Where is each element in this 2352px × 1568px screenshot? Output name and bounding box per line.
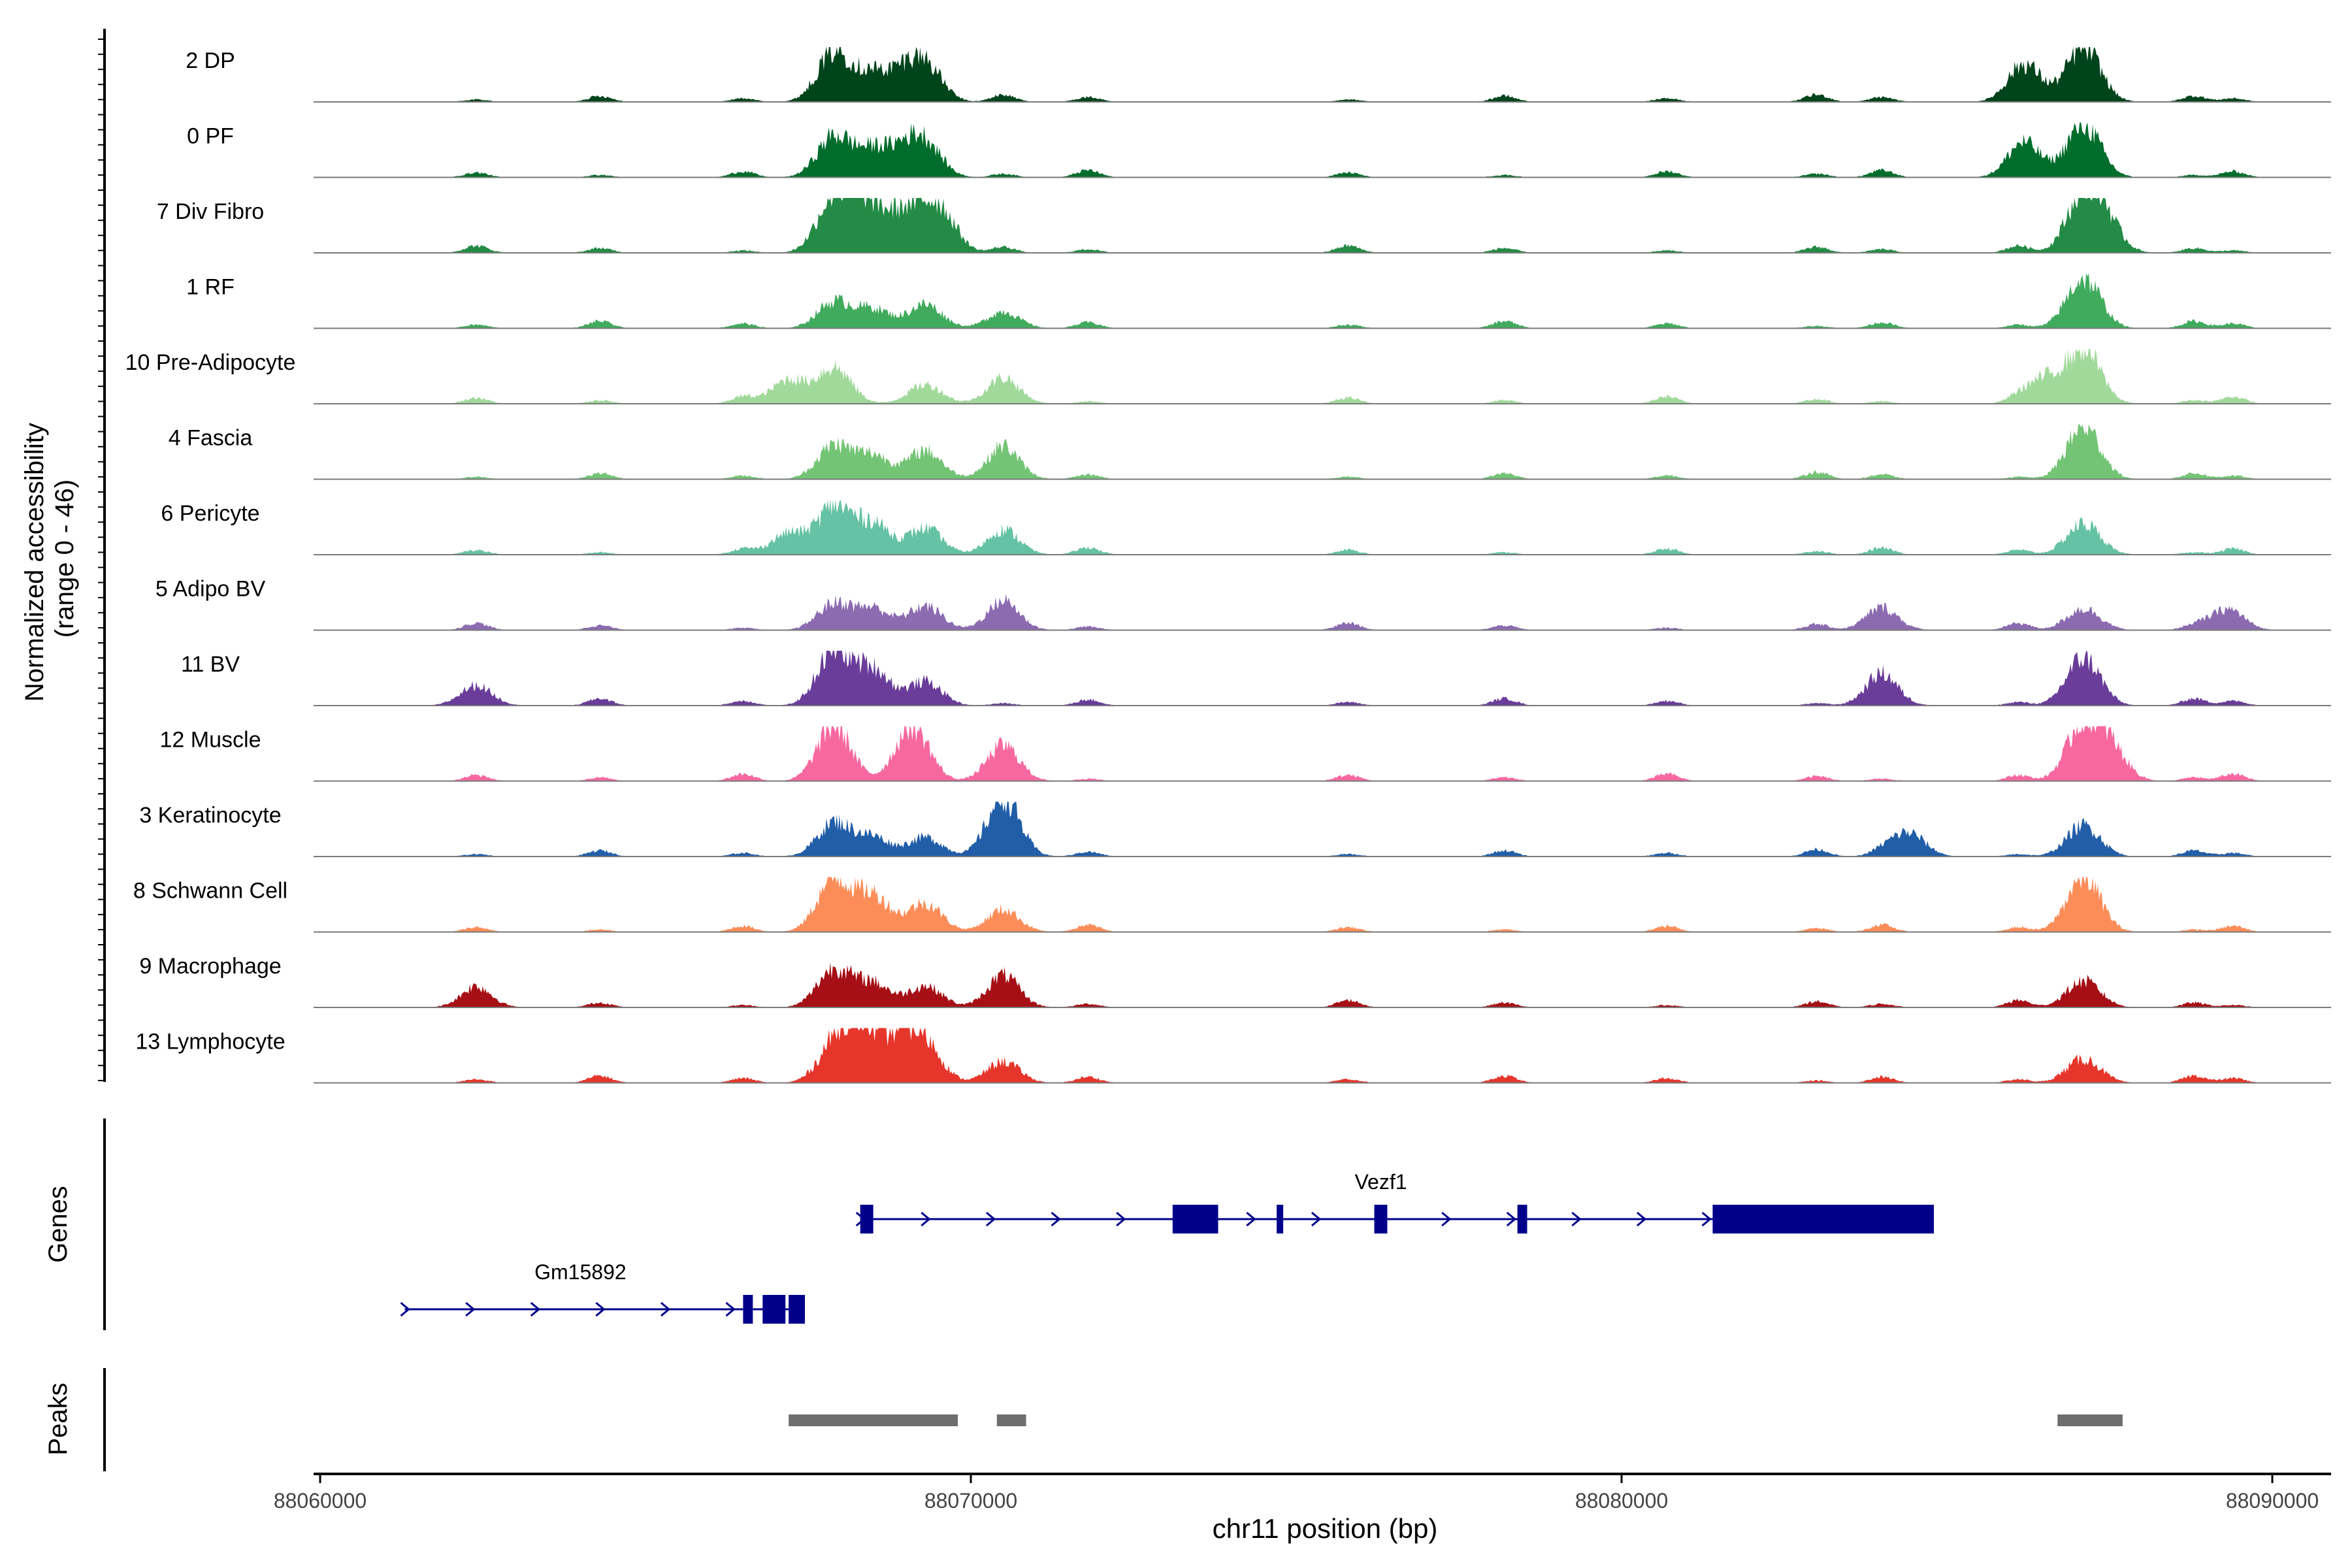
x-tick-label: 88090000	[2226, 1489, 2319, 1512]
y-axis-title: Normalized accessibility (range 0 - 46)	[20, 416, 79, 702]
gene-exon	[1277, 1205, 1284, 1233]
gene-gm15892: Gm15892	[400, 1260, 805, 1324]
strand-arrow	[530, 1301, 541, 1317]
strand-arrow	[595, 1301, 606, 1317]
strand-arrow	[1506, 1211, 1517, 1227]
track-3-keratinocyte: 3 Keratinocyte	[139, 802, 2331, 857]
strand-arrow	[1701, 1211, 1712, 1227]
coverage-axis	[98, 29, 106, 1082]
gene-exon	[1172, 1205, 1218, 1233]
track-8-schwann-cell: 8 Schwann Cell	[133, 877, 2331, 933]
peak-region	[2057, 1414, 2123, 1426]
strand-arrow	[921, 1211, 931, 1227]
track-label: 3 Keratinocyte	[139, 803, 281, 828]
peaks-panel: Peaks	[44, 1368, 2123, 1471]
coverage-area	[320, 47, 2272, 102]
track-12-muscle: 12 Muscle	[160, 726, 2331, 782]
coverage-area	[320, 198, 2272, 253]
track-label: 11 BV	[181, 652, 240, 677]
gene-exon	[1374, 1205, 1388, 1233]
track-7-div-fibro: 7 Div Fibro	[157, 198, 2331, 253]
coverage-area	[320, 802, 2272, 857]
track-9-macrophage: 9 Macrophage	[139, 954, 2331, 1008]
coverage-area	[320, 424, 2272, 480]
strand-arrow	[1571, 1211, 1582, 1227]
track-6-pericyte: 6 Pericyte	[161, 500, 2331, 555]
track-label: 4 Fascia	[169, 426, 253, 451]
strand-arrow	[660, 1301, 671, 1317]
track-13-lymphocyte: 13 Lymphocyte	[135, 1028, 2331, 1084]
peak-region	[789, 1414, 958, 1426]
gene-exon	[1712, 1205, 1934, 1233]
genes-axis-title: Genes	[44, 1186, 73, 1263]
strand-arrow	[1441, 1211, 1452, 1227]
gene-vezf1: Vezf1	[855, 1170, 1935, 1233]
gene-exon	[860, 1205, 874, 1233]
x-tick-label: 88060000	[274, 1489, 367, 1512]
strand-arrow	[1051, 1211, 1061, 1227]
track-10-pre-adipocyte: 10 Pre-Adipocyte	[125, 349, 2331, 404]
track-label: 0 PF	[187, 124, 234, 149]
genes-panel: Genes Vezf1 Gm15892	[44, 1119, 1935, 1330]
gene-exon	[762, 1295, 786, 1324]
track-4-fascia: 4 Fascia	[169, 424, 2331, 480]
strand-arrow	[1311, 1211, 1322, 1227]
coverage-area	[320, 594, 2272, 630]
coverage-area	[320, 877, 2272, 932]
track-label: 10 Pre-Adipocyte	[125, 350, 296, 375]
peak-region	[996, 1414, 1026, 1426]
coverage-tracks: 2 DP 0 PF 7 Div Fibro 1 RF 10 Pre-Adipocyte 4…	[125, 47, 2331, 1084]
track-label: 12 Muscle	[160, 728, 261, 753]
track-label: 2 DP	[186, 48, 235, 73]
strand-arrow	[1246, 1211, 1256, 1227]
track-11-bv: 11 BV	[181, 651, 2331, 706]
track-label: 1 RF	[186, 275, 235, 300]
coverage-area	[320, 726, 2272, 781]
coverage-area	[320, 962, 2272, 1007]
track-2-dp: 2 DP	[186, 47, 2331, 103]
track-label: 9 Macrophage	[139, 954, 281, 979]
track-1-rf: 1 RF	[186, 273, 2331, 329]
y-axis-title-line-1: Normalized accessibility	[20, 423, 49, 702]
strand-arrow	[1636, 1211, 1647, 1227]
gene-label: Gm15892	[534, 1260, 627, 1284]
gene-exon	[789, 1295, 805, 1324]
peaks-axis-title: Peaks	[44, 1382, 73, 1455]
track-label: 6 Pericyte	[161, 501, 259, 526]
strand-arrow	[465, 1301, 476, 1317]
x-axis-ticks: 88060000 88070000 88080000 88090000	[274, 1474, 2319, 1512]
x-tick-label: 88080000	[1575, 1489, 1668, 1512]
track-5-adipo-bv: 5 Adipo BV	[155, 577, 2331, 631]
coverage-area	[320, 273, 2272, 329]
gene-label: Vezf1	[1354, 1170, 1407, 1194]
x-axis-title: chr11 position (bp)	[1213, 1513, 1438, 1544]
strand-arrow	[1116, 1211, 1126, 1227]
x-axis: 88060000 88070000 88080000 88090000 chr11 p…	[274, 1473, 2331, 1544]
track-label: 13 Lymphocyte	[135, 1030, 285, 1054]
y-axis-title-line-2: (range 0 - 46)	[50, 480, 79, 638]
coverage-area	[320, 122, 2272, 178]
track-label: 8 Schwann Cell	[133, 879, 287, 904]
coverage-area	[320, 500, 2272, 555]
coverage-area	[320, 651, 2272, 706]
gene-exon	[1517, 1205, 1527, 1233]
x-tick-label: 88070000	[924, 1489, 1017, 1512]
gene-models: Vezf1 Gm15892	[400, 1170, 1935, 1324]
track-label: 7 Div Fibro	[157, 199, 264, 224]
coverage-area	[320, 349, 2272, 404]
coverage-area	[320, 1028, 2272, 1083]
strand-arrow	[985, 1211, 996, 1227]
strand-arrow	[400, 1301, 410, 1317]
track-0-pf: 0 PF	[187, 122, 2331, 178]
strand-arrow	[725, 1301, 736, 1317]
gene-exon	[743, 1295, 753, 1324]
track-label: 5 Adipo BV	[155, 577, 266, 602]
peak-regions	[789, 1414, 2123, 1426]
